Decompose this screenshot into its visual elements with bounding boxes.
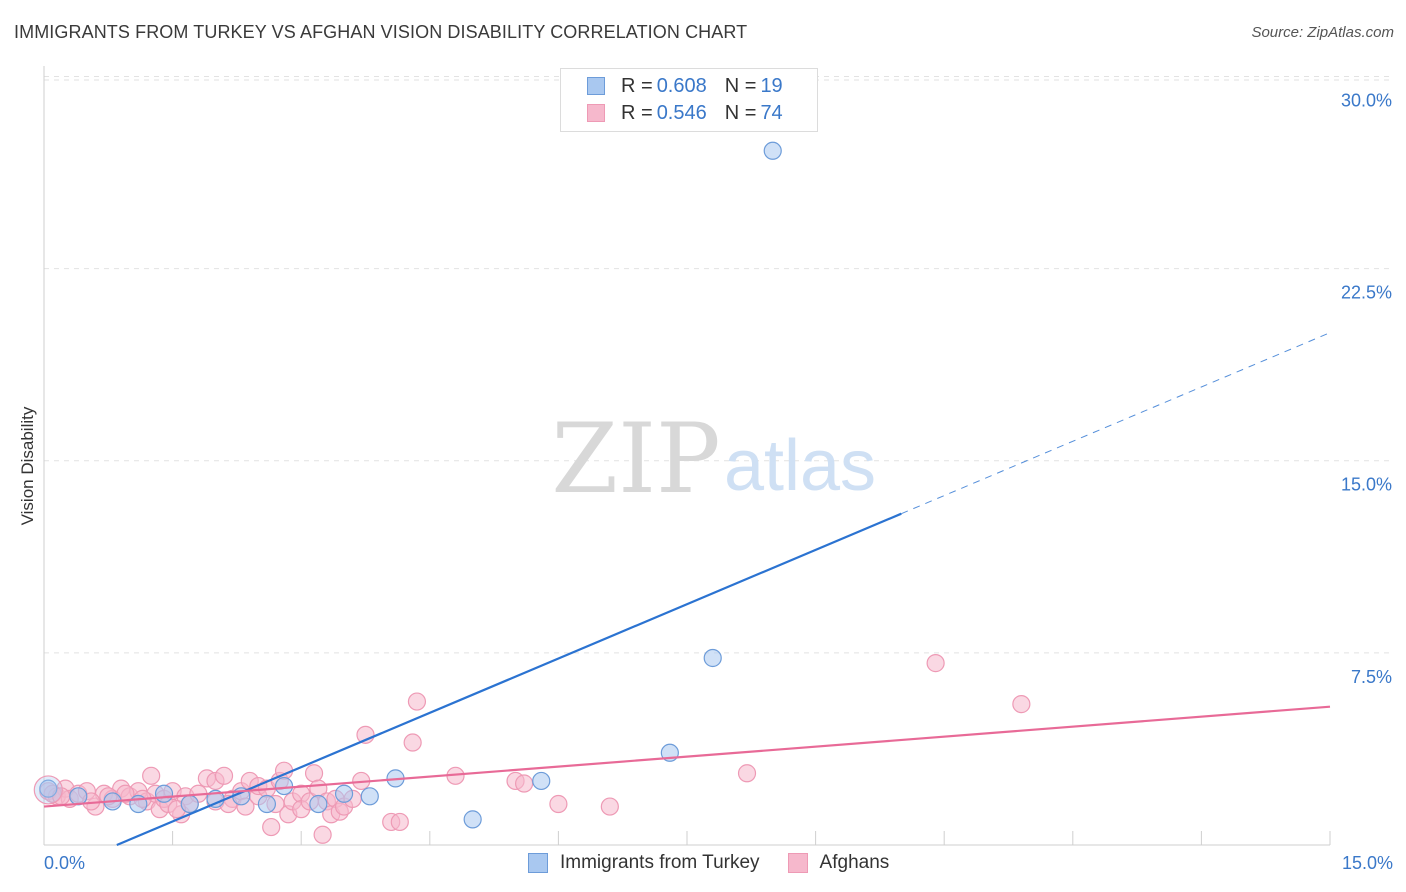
y-tick-label: 15.0%	[1341, 475, 1392, 495]
data-point	[360, 787, 379, 806]
data-point	[549, 794, 568, 814]
legend-n-value: 74	[760, 101, 783, 124]
legend-n-label: N =	[724, 101, 757, 124]
stats-legend: R = 0.608 N = 19 R = 0.546 N = 74	[560, 68, 818, 132]
data-point	[763, 141, 782, 160]
data-point	[39, 779, 58, 798]
legend-swatch-afghans	[587, 104, 605, 122]
data-point	[69, 787, 88, 806]
y-tick-label: 7.5%	[1351, 667, 1392, 687]
grid	[44, 75, 1394, 654]
legend-r-value: 0.546	[656, 101, 707, 124]
series-legend-item-afghans[interactable]: Afghans	[787, 852, 890, 874]
series-swatch-afghans	[787, 853, 808, 873]
series-legend: Immigrants from Turkey Afghans	[528, 852, 917, 874]
data-point	[926, 654, 945, 673]
data-point	[600, 797, 619, 816]
chart-title: IMMIGRANTS FROM TURKEY VS AFGHAN VISION …	[14, 22, 748, 42]
data-point	[703, 648, 722, 668]
data-point-cluster	[33, 775, 63, 805]
series-legend-label: Immigrants from Turkey	[560, 852, 760, 873]
tick-labels: 7.5% 15.0% 22.5% 30.0% 0.0% 15.0%	[44, 90, 1393, 873]
data-point	[1012, 695, 1031, 714]
data-point	[390, 812, 409, 832]
y-axis-label: Vision Disability	[18, 406, 37, 526]
legend-row-afghans: R = 0.546 N = 74	[587, 101, 783, 125]
legend-swatch-turkey	[587, 77, 605, 95]
data-point	[274, 776, 294, 796]
data-point	[309, 794, 328, 814]
x-tick-label: 0.0%	[44, 853, 85, 873]
data-point	[737, 764, 757, 783]
data-point	[532, 771, 551, 791]
data-point	[262, 817, 281, 837]
x-tick-label: 15.0%	[1342, 853, 1393, 873]
data-point	[154, 784, 174, 803]
legend-row-turkey: R = 0.608 N = 19	[587, 74, 783, 98]
turkey-trend-extension	[901, 332, 1331, 515]
series-swatch-turkey	[528, 853, 548, 873]
data-point	[515, 774, 534, 793]
data-point	[313, 825, 332, 844]
watermark: ZIP atlas	[551, 403, 876, 515]
y-tick-label: 22.5%	[1341, 283, 1392, 303]
data-point	[334, 784, 354, 803]
watermark-atlas: atlas	[724, 426, 876, 506]
data-point	[180, 794, 199, 814]
legend-n-value: 19	[760, 74, 783, 97]
data-point	[463, 810, 482, 829]
y-tick-label: 30.0%	[1341, 90, 1392, 110]
data-point	[257, 794, 277, 814]
data-point	[214, 766, 234, 785]
afghans-trend-line	[43, 705, 1331, 808]
series-legend-item-turkey[interactable]: Immigrants from Turkey	[528, 852, 760, 874]
data-point	[142, 766, 161, 785]
source-note: Source: ZipAtlas.com	[1251, 24, 1394, 41]
axes	[43, 66, 1331, 846]
turkey-trend-line	[116, 512, 902, 847]
data-point	[407, 692, 427, 711]
trend-lines	[43, 332, 1331, 847]
data-point	[403, 733, 422, 752]
data-point	[304, 764, 324, 783]
series-legend-label: Afghans	[819, 852, 890, 873]
legend-r-label: R =	[621, 74, 653, 97]
legend-r-value: 0.608	[656, 74, 707, 97]
watermark-zip: ZIP	[551, 403, 720, 515]
legend-r-label: R =	[621, 101, 653, 124]
legend-n-label: N =	[724, 74, 757, 97]
